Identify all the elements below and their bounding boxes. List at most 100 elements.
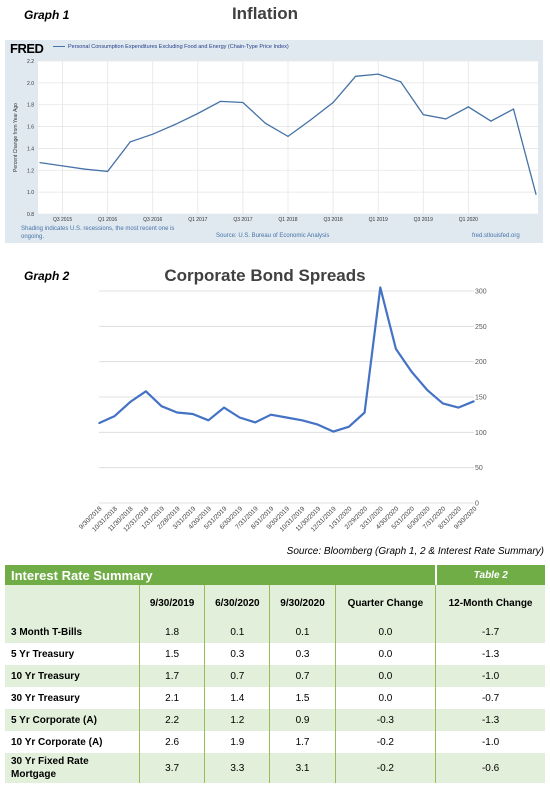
table-tag: Table 2 xyxy=(434,565,545,585)
table-cell: 0.3 xyxy=(204,643,270,665)
table-cell: 3.7 xyxy=(138,753,205,783)
y-tick-label: 1.8 xyxy=(27,103,34,109)
table-cell: -1.3 xyxy=(435,709,545,731)
table-cell: 1.5 xyxy=(269,687,336,709)
data-point xyxy=(285,416,288,419)
x-tick-label: Q1 2019 xyxy=(369,217,388,223)
data-point xyxy=(316,423,319,426)
table-cell: 1.2 xyxy=(204,709,270,731)
table-cell: 1.4 xyxy=(204,687,270,709)
fred-source: Source: U.S. Bureau of Economic Analysis xyxy=(216,233,330,239)
table-cell: -1.3 xyxy=(435,643,545,665)
y-axis-label: Percent Change from Year Ago xyxy=(13,103,19,172)
source-line: Source: Bloomberg (Graph 1, 2 & Interest… xyxy=(286,546,544,557)
column-header: 9/30/2019 xyxy=(138,585,205,621)
data-point xyxy=(445,118,447,120)
x-tick-label: Q1 2016 xyxy=(98,217,117,223)
y-tick-label: 1.0 xyxy=(27,190,34,196)
y-tick-label: 50 xyxy=(475,465,483,472)
data-point xyxy=(426,389,428,391)
data-point xyxy=(379,286,382,289)
y-tick-label: 2.2 xyxy=(27,59,34,65)
table-row: 5 Yr Corporate (A) 2.2 1.2 0.9 -0.3 -1.3 xyxy=(5,709,545,731)
y-tick-label: 1.2 xyxy=(27,168,34,174)
table-cell: -1.0 xyxy=(435,731,545,753)
table-cell: 1.7 xyxy=(138,665,205,687)
y-tick-label: 200 xyxy=(475,359,487,366)
table-body: 3 Month T-Bills 1.8 0.1 0.1 0.0 -1.7 5 Yr Trea… xyxy=(5,621,545,783)
column-header: 6/30/2020 xyxy=(204,585,270,621)
table-cell: -0.6 xyxy=(435,753,545,783)
data-point xyxy=(377,73,379,75)
data-point xyxy=(400,81,402,83)
interest-rate-table: Interest Rate Summary Table 2 9/30/2019 … xyxy=(5,565,545,783)
table-row: 10 Yr Treasury 1.7 0.7 0.7 0.0 -1.0 xyxy=(5,665,545,687)
data-point xyxy=(152,133,154,135)
table-cell: 0.1 xyxy=(269,621,336,643)
data-point xyxy=(512,108,515,110)
table-cell: -1.0 xyxy=(435,665,545,687)
fred-logo: FRED xyxy=(10,41,44,56)
x-tick-label: Q3 2016 xyxy=(143,217,162,223)
table-cell: 1.8 xyxy=(138,621,205,643)
data-point xyxy=(467,106,469,108)
row-label: 5 Yr Corporate (A) xyxy=(5,709,140,731)
data-point xyxy=(422,113,424,116)
y-tick-label: 100 xyxy=(475,430,487,437)
data-point xyxy=(490,120,492,122)
x-tick-label: Q1 2017 xyxy=(188,217,207,223)
data-point xyxy=(207,419,210,422)
x-tick-label: Q1 2018 xyxy=(278,217,297,223)
data-point xyxy=(309,119,312,121)
table-row: 3 Month T-Bills 1.8 0.1 0.1 0.0 -1.7 xyxy=(5,621,545,643)
data-point xyxy=(219,100,221,103)
series-line-spreads xyxy=(98,286,475,433)
x-tick-label: Q1 2020 xyxy=(459,217,478,223)
graph2-label: Graph 2 xyxy=(24,269,70,283)
fred-legend: Personal Consumption Expenditures Exclud… xyxy=(53,44,289,50)
data-point xyxy=(535,193,537,195)
x-tick-label: Q3 2018 xyxy=(323,217,342,223)
table-cell: 0.0 xyxy=(334,621,436,643)
table-cell: 1.5 xyxy=(138,643,205,665)
data-point xyxy=(98,422,100,424)
table-cell: 2.1 xyxy=(138,687,205,709)
row-label: 3 Month T-Bills xyxy=(5,621,140,643)
table-cell: 2.2 xyxy=(138,709,205,731)
row-label: 30 Yr Fixed Rate Mortgage xyxy=(5,753,140,783)
row-label: 30 Yr Treasury xyxy=(11,692,80,704)
table-cell: -1.7 xyxy=(435,621,545,643)
data-point xyxy=(238,416,241,419)
column-header: 9/30/2020 xyxy=(269,585,336,621)
recession-note: Shading indicates U.S. recessions, the m… xyxy=(21,226,175,240)
table-cell: 0.0 xyxy=(334,687,436,709)
table-row: 10 Yr Corporate (A) 2.6 1.9 1.7 -0.2 -1.0 xyxy=(5,731,545,753)
data-point xyxy=(107,170,109,172)
y-tick-label: 300 xyxy=(475,289,487,296)
table-cell: 0.0 xyxy=(334,665,436,687)
column-header-blank xyxy=(5,585,140,621)
graph1-label: Graph 1 xyxy=(24,8,70,22)
data-point xyxy=(176,411,178,414)
table-cell: 3.3 xyxy=(204,753,270,783)
table-cell: 2.6 xyxy=(138,731,205,753)
table-header-row: Interest Rate Summary Table 2 xyxy=(5,565,545,585)
data-point xyxy=(355,75,357,77)
data-point xyxy=(457,406,460,409)
table-row: 5 Yr Treasury 1.5 0.3 0.3 0.0 -1.3 xyxy=(5,643,545,665)
data-point xyxy=(332,430,335,433)
data-point xyxy=(363,411,366,414)
y-tick-label: 1.4 xyxy=(27,146,34,152)
table-cell: 0.9 xyxy=(269,709,336,731)
x-tick-label: Q3 2017 xyxy=(233,217,252,223)
column-header: Quarter Change xyxy=(334,585,436,621)
table-row: 30 Yr Treasury 2.1 1.4 1.5 0.0 -0.7 xyxy=(5,687,545,709)
table-cell: -0.7 xyxy=(435,687,545,709)
row-label: 10 Yr Corporate (A) xyxy=(11,736,103,748)
data-point xyxy=(84,168,86,170)
table-cell: 0.0 xyxy=(334,643,436,665)
data-point xyxy=(395,348,397,350)
x-tick-label: Q3 2015 xyxy=(53,217,72,223)
table-row: 30 Yr Fixed Rate Mortgage 3.7 3.3 3.1 -0.2 -0… xyxy=(5,753,545,783)
